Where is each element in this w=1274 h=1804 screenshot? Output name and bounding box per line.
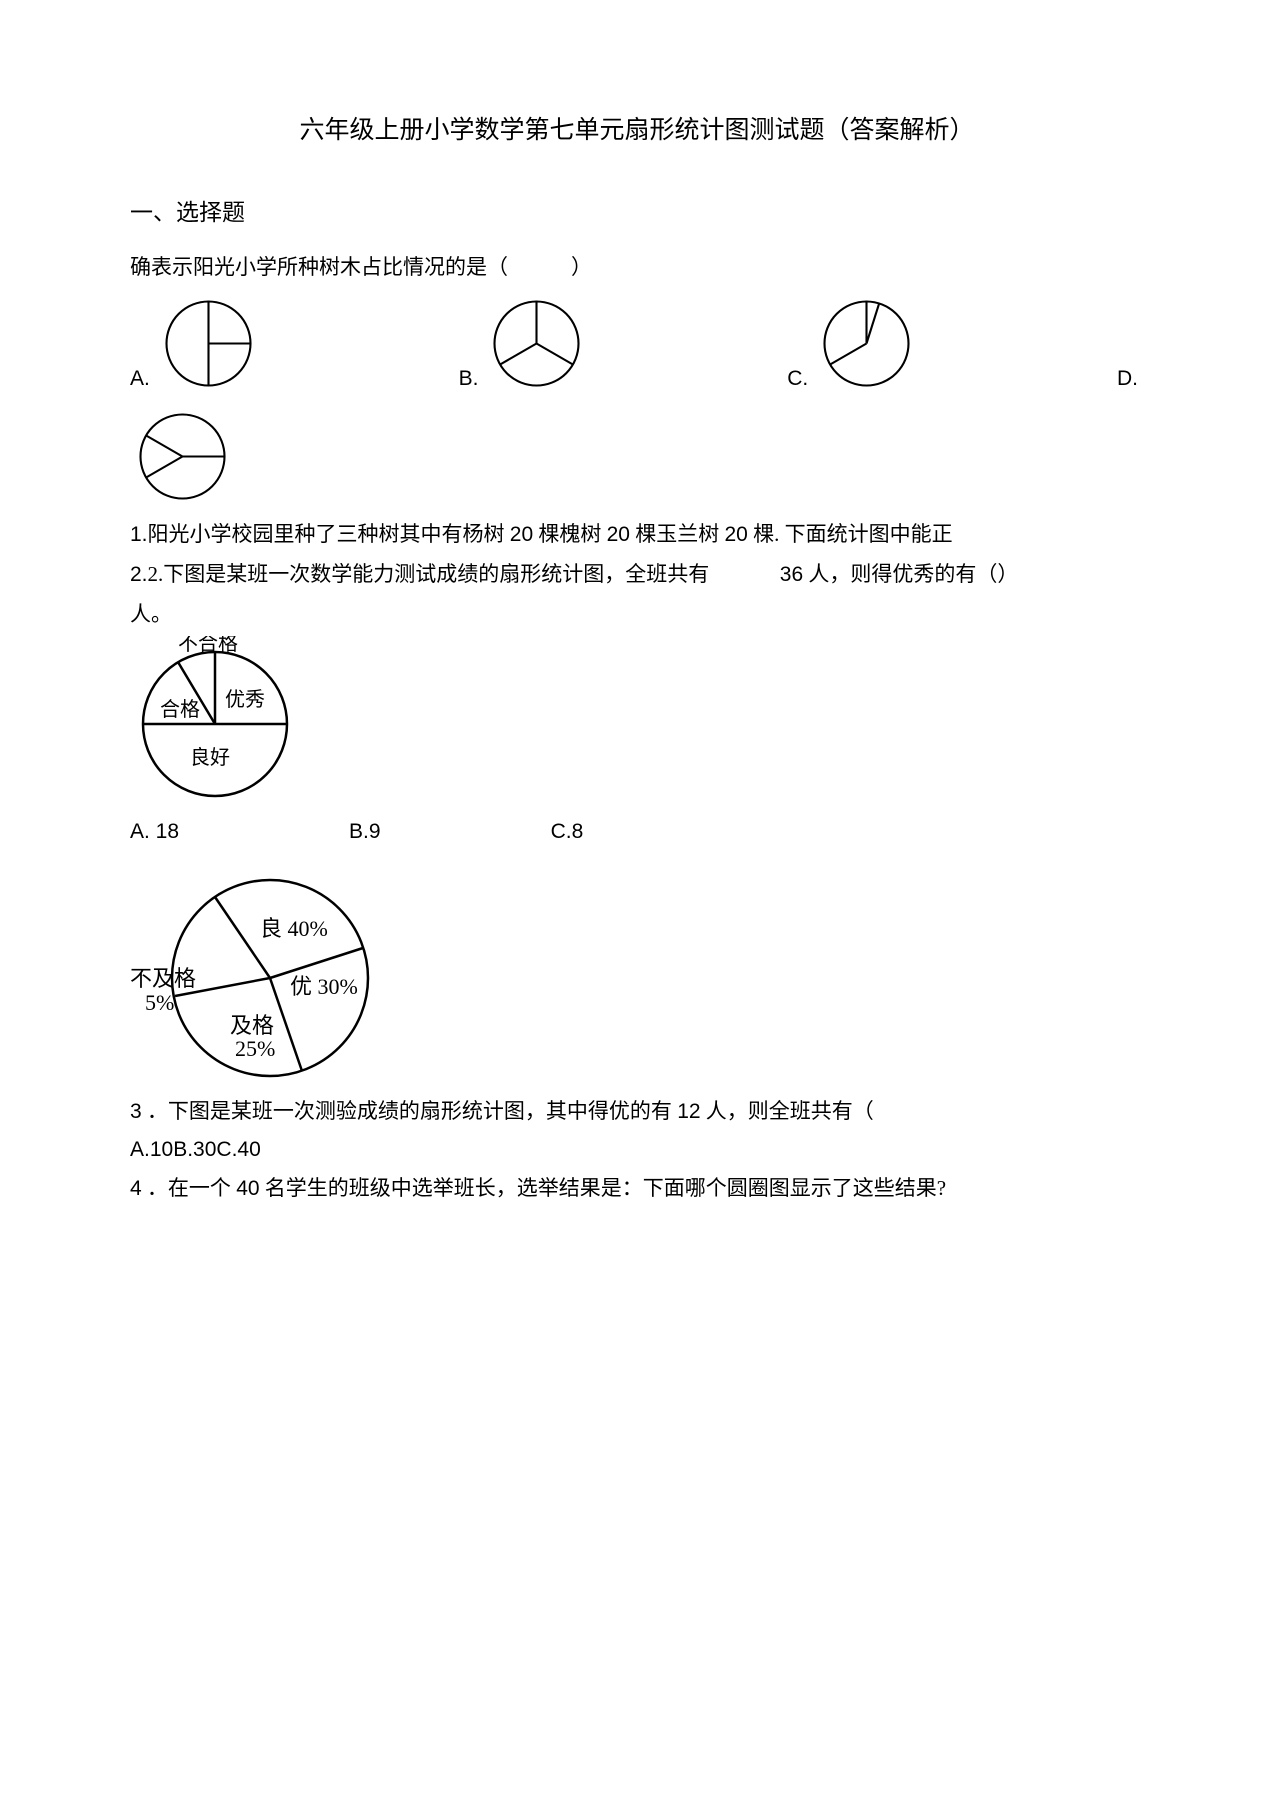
option-d: D. xyxy=(1117,361,1144,397)
option-a-label: A. xyxy=(130,361,150,397)
page: 六年级上册小学数学第七单元扇形统计图测试题（答案解析） 一、选择题 确表示阳光小… xyxy=(0,0,1274,1271)
q1-body: 阳光小学校园里种了三种树其中有杨树 20 棵槐树 20 棵玉兰树 20 棵. 下… xyxy=(148,522,953,546)
q-options-row: A. B. C. xyxy=(130,291,1144,396)
option-c: C. xyxy=(787,291,919,396)
q3-label-fail2: 5% xyxy=(145,990,174,1015)
q2-label-fail: 不合格 xyxy=(178,636,238,655)
q2-ans-c: C.8 xyxy=(551,814,584,850)
q1-num: 1. xyxy=(130,523,148,546)
pie-a-icon xyxy=(156,291,261,396)
option-b: B. xyxy=(459,291,590,396)
q3-label-pass1: 及格 xyxy=(230,1013,274,1038)
q3-label-pass2: 25% xyxy=(235,1036,275,1061)
q3-pie-icon: 良 40% 优 30% 及格 25% 不及格 5% xyxy=(130,868,390,1088)
option-b-label: B. xyxy=(459,361,479,397)
pie-d-icon xyxy=(130,404,235,509)
q-options-row-2 xyxy=(130,404,1144,509)
q3-label-fail1: 不及格 xyxy=(130,966,196,991)
q2-ans-a: A. 18 xyxy=(130,814,179,850)
q3-chart: 良 40% 优 30% 及格 25% 不及格 5% xyxy=(130,868,1144,1088)
q2-ans-b: B.9 xyxy=(349,814,381,850)
q2-label-good: 良好 xyxy=(190,746,230,769)
q3-label-excellent: 优 30% xyxy=(290,974,358,999)
option-c-label: C. xyxy=(787,361,808,397)
q2-body-2: 36 xyxy=(780,563,803,586)
q2-num: 2. xyxy=(130,563,148,586)
q1-text: 1.阳光小学校园里种了三种树其中有杨树 20 棵槐树 20 棵玉兰树 20 棵.… xyxy=(130,517,1144,553)
q2-text-b: 人。 xyxy=(130,597,1144,633)
option-d-label: D. xyxy=(1117,361,1138,397)
q-stem-top: 确表示阳光小学所种树木占比情况的是（ ） xyxy=(130,250,1144,286)
q2-body-1: 2.下图是某班一次数学能力测试成绩的扇形统计图，全班共有 xyxy=(148,562,710,586)
option-a: A. xyxy=(130,291,261,396)
section-heading: 一、选择题 xyxy=(130,193,1144,232)
q2-pie-icon: 不合格 合格 优秀 良好 xyxy=(130,636,300,806)
q2-chart: 不合格 合格 优秀 良好 xyxy=(130,636,1144,806)
pie-c-icon xyxy=(814,291,919,396)
q4-text: 4 ．在一个 40 名学生的班级中选举班长，选举结果是：下面哪个圆圈图显示了这些… xyxy=(130,1171,1144,1207)
option-d-pie xyxy=(130,404,235,509)
q2-label-excellent: 优秀 xyxy=(225,688,265,711)
q2-label-pass: 合格 xyxy=(160,698,200,721)
q3-text: 3 ．下图是某班一次测验成绩的扇形统计图，其中得优的有 12 人，则全班共有（ xyxy=(130,1094,1144,1130)
q3-label-good: 良 40% xyxy=(260,916,328,941)
doc-title: 六年级上册小学数学第七单元扇形统计图测试题（答案解析） xyxy=(130,110,1144,153)
pie-b-icon xyxy=(484,291,589,396)
q3-answers: A.10B.30C.40 xyxy=(130,1132,1144,1168)
q2-answers: A. 18 B.9 C.8 xyxy=(130,814,1144,850)
q2-text: 2.2.下图是某班一次数学能力测试成绩的扇形统计图，全班共有 36 人，则得优秀… xyxy=(130,557,1144,593)
